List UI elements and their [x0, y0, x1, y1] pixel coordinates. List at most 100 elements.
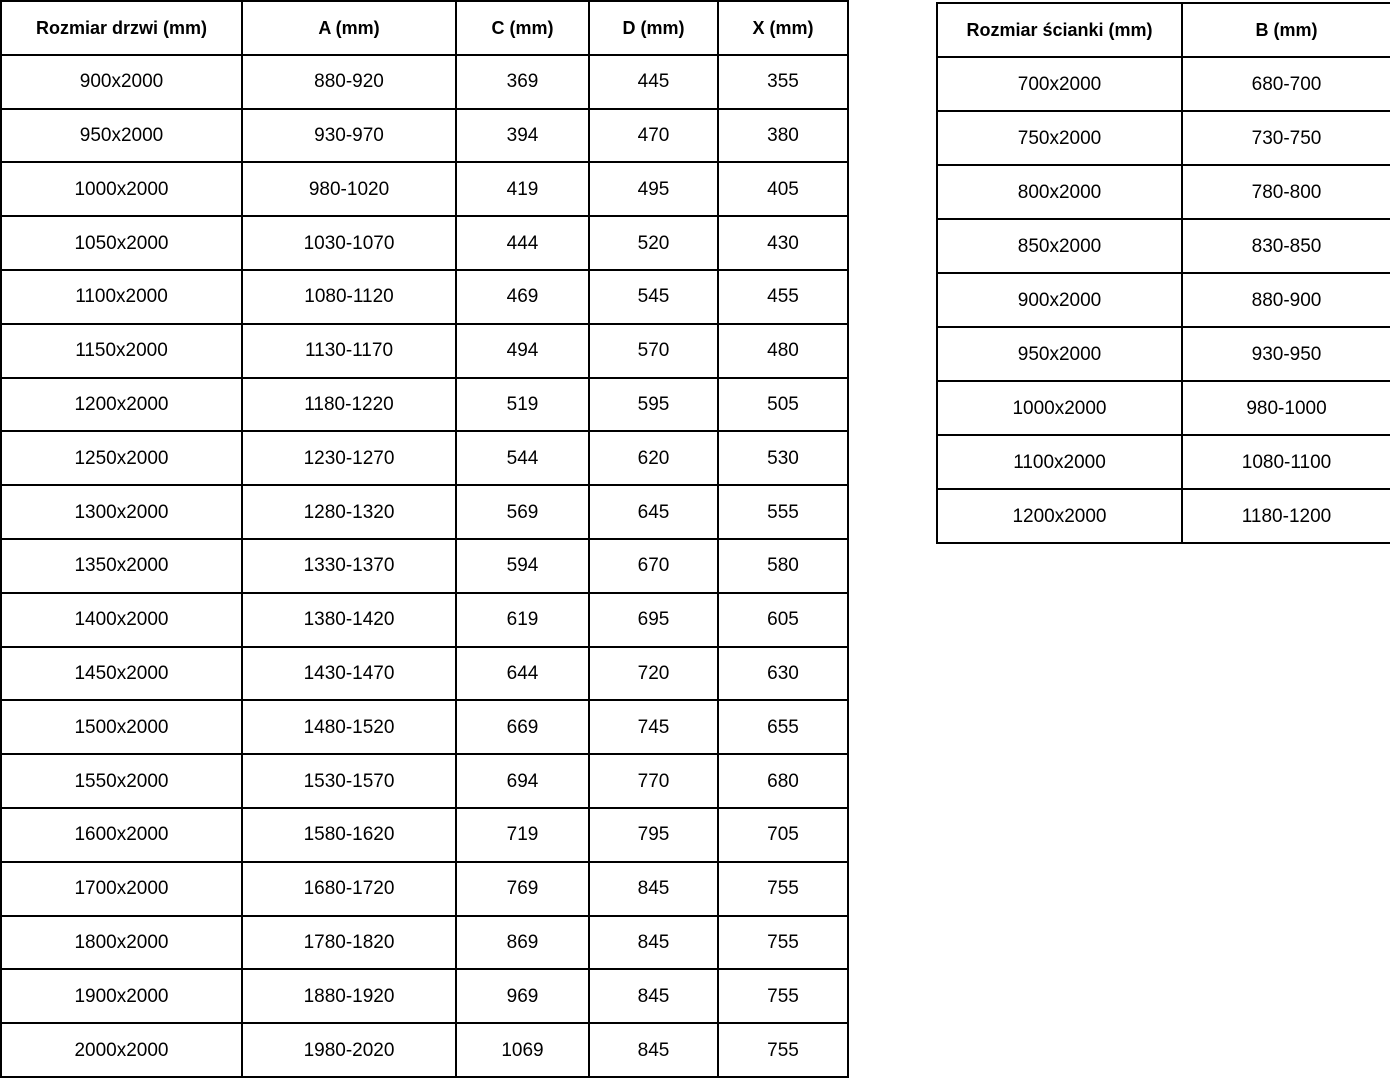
table-row: 850x2000 830-850 [936, 218, 1390, 274]
table-cell: 769 [455, 860, 590, 917]
table-cell: 705 [717, 806, 849, 863]
table-cell: 470 [588, 107, 719, 164]
table-cell: 950x2000 [936, 326, 1183, 382]
table-cell: 800x2000 [936, 164, 1183, 220]
table-cell: 694 [455, 753, 590, 809]
table-row: 1100x2000 1080-1100 [936, 434, 1390, 490]
table-cell: 900x2000 [936, 272, 1183, 328]
table-cell: 2000x2000 [0, 1022, 243, 1078]
table-cell: 880-900 [1181, 272, 1390, 328]
table-cell: 430 [717, 215, 849, 271]
table-row: 1050x2000 1030-1070 444 520 430 [0, 215, 849, 271]
table-cell: 445 [588, 53, 719, 110]
table-cell: 1600x2000 [0, 806, 243, 863]
table-cell: 519 [455, 376, 590, 433]
table-row: 1900x2000 1880-1920 969 845 755 [0, 968, 849, 1025]
table-cell: 1700x2000 [0, 860, 243, 917]
door-size-table: Rozmiar drzwi (mm) A (mm) C (mm) D (mm) X (m… [0, 0, 849, 1078]
table-cell: 930-950 [1181, 326, 1390, 382]
table-cell: 620 [588, 430, 719, 487]
table-cell: 755 [717, 860, 849, 917]
table-row: 1000x2000 980-1020 419 495 405 [0, 161, 849, 218]
table-cell: 700x2000 [936, 56, 1183, 112]
table-cell: 1080-1120 [241, 268, 457, 325]
column-header: C (mm) [455, 0, 590, 56]
table-cell: 1480-1520 [241, 699, 457, 756]
table-cell: 1500x2000 [0, 699, 243, 756]
table-row: 1350x2000 1330-1370 594 670 580 [0, 537, 849, 594]
table-cell: 770 [588, 753, 719, 809]
table-cell: 605 [717, 591, 849, 648]
table-cell: 570 [588, 322, 719, 379]
table-row: 1250x2000 1230-1270 544 620 530 [0, 430, 849, 487]
table-cell: 1200x2000 [0, 376, 243, 433]
table-cell: 405 [717, 161, 849, 218]
table-cell: 1000x2000 [0, 161, 243, 218]
table-cell: 720 [588, 645, 719, 702]
table-row: 900x2000 880-900 [936, 272, 1390, 328]
table-cell: 555 [717, 484, 849, 540]
table-cell: 1280-1320 [241, 484, 457, 540]
table-cell: 930-970 [241, 107, 457, 164]
table-cell: 1230-1270 [241, 430, 457, 487]
table-cell: 795 [588, 806, 719, 863]
table-cell: 1080-1100 [1181, 434, 1390, 490]
table-cell: 780-800 [1181, 164, 1390, 220]
table-cell: 630 [717, 645, 849, 702]
column-header: Rozmiar ścianki (mm) [936, 2, 1183, 58]
table-cell: 1430-1470 [241, 645, 457, 702]
column-header: X (mm) [717, 0, 849, 56]
table-cell: 1980-2020 [241, 1022, 457, 1078]
table-cell: 455 [717, 268, 849, 325]
table-row: 1400x2000 1380-1420 619 695 605 [0, 591, 849, 648]
table-cell: 1050x2000 [0, 215, 243, 271]
table-cell: 755 [717, 968, 849, 1025]
table-row: 950x2000 930-950 [936, 326, 1390, 382]
table-cell: 444 [455, 215, 590, 271]
table-row: 1300x2000 1280-1320 569 645 555 [0, 484, 849, 540]
table-row: 750x2000 730-750 [936, 110, 1390, 166]
table-cell: 419 [455, 161, 590, 218]
table-cell: 845 [588, 968, 719, 1025]
table-cell: 1100x2000 [936, 434, 1183, 490]
table-row: 1550x2000 1530-1570 694 770 680 [0, 753, 849, 809]
table-cell: 469 [455, 268, 590, 325]
table-row: 700x2000 680-700 [936, 56, 1390, 112]
table-cell: 680 [717, 753, 849, 809]
table-cell: 1130-1170 [241, 322, 457, 379]
table-cell: 595 [588, 376, 719, 433]
table-row: 1100x2000 1080-1120 469 545 455 [0, 268, 849, 325]
table-cell: 750x2000 [936, 110, 1183, 166]
table-row: 1500x2000 1480-1520 669 745 655 [0, 699, 849, 756]
table-cell: 520 [588, 215, 719, 271]
door-table-body: 900x2000 880-920 369 445 355 950x2000 930-970 3… [0, 53, 849, 1078]
table-cell: 530 [717, 430, 849, 487]
table-cell: 969 [455, 968, 590, 1025]
table-cell: 745 [588, 699, 719, 756]
table-cell: 619 [455, 591, 590, 648]
table-cell: 755 [717, 914, 849, 971]
table-cell: 594 [455, 537, 590, 594]
table-row: 1200x2000 1180-1220 519 595 505 [0, 376, 849, 433]
table-cell: 1680-1720 [241, 860, 457, 917]
table-row: 900x2000 880-920 369 445 355 [0, 53, 849, 110]
table-cell: 544 [455, 430, 590, 487]
column-header: Rozmiar drzwi (mm) [0, 0, 243, 56]
door-table-header-row: Rozmiar drzwi (mm) A (mm) C (mm) D (mm) X (m… [0, 0, 849, 56]
table-cell: 1100x2000 [0, 268, 243, 325]
table-cell: 980-1000 [1181, 380, 1390, 436]
table-cell: 950x2000 [0, 107, 243, 164]
table-cell: 580 [717, 537, 849, 594]
table-cell: 655 [717, 699, 849, 756]
table-row: 1800x2000 1780-1820 869 845 755 [0, 914, 849, 971]
table-cell: 1780-1820 [241, 914, 457, 971]
table-cell: 1400x2000 [0, 591, 243, 648]
table-cell: 869 [455, 914, 590, 971]
table-cell: 1350x2000 [0, 537, 243, 594]
table-cell: 569 [455, 484, 590, 540]
table-cell: 670 [588, 537, 719, 594]
table-cell: 644 [455, 645, 590, 702]
table-cell: 845 [588, 914, 719, 971]
table-cell: 669 [455, 699, 590, 756]
